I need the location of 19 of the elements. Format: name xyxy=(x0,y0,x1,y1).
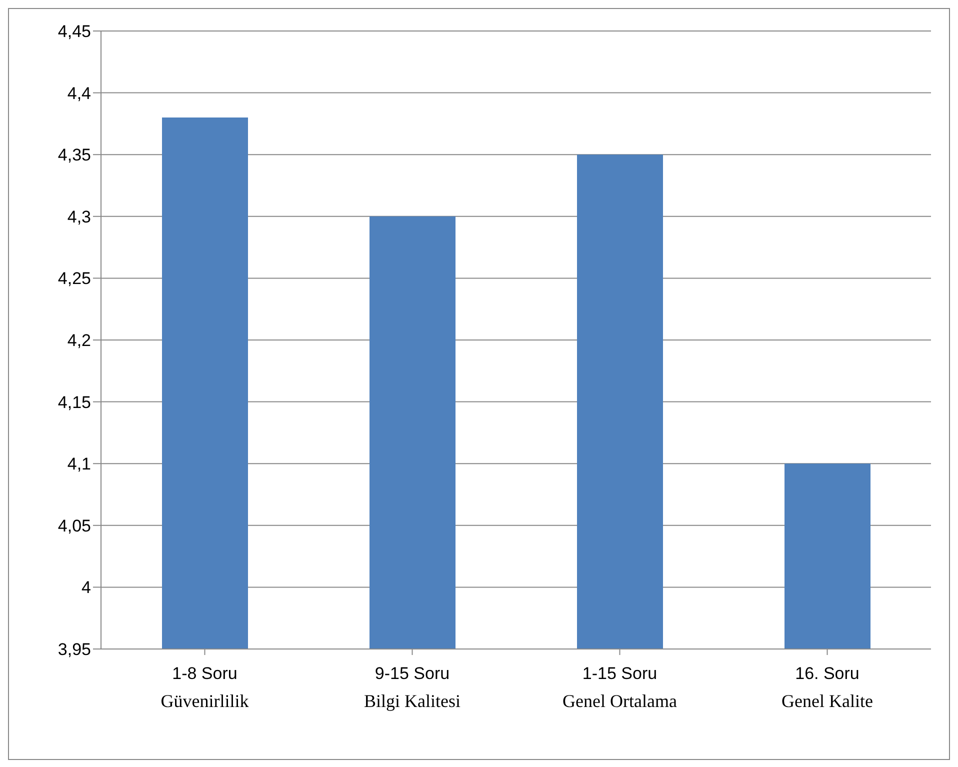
y-tick-label: 3,95 xyxy=(58,640,91,660)
y-tick-label: 4,4 xyxy=(67,84,91,103)
text: Güvenirlilik xyxy=(160,691,250,712)
x-tick-label: 9-15 Soru xyxy=(374,664,450,684)
y-tick-label: 4,1 xyxy=(67,454,91,474)
text: Genel Kalite xyxy=(780,691,874,712)
y-tick-label: 4,2 xyxy=(67,331,91,350)
y-tick-label: 4,25 xyxy=(58,269,91,288)
y-tick-label: 4,45 xyxy=(58,22,91,42)
text: Bilgi Kalitesi xyxy=(363,691,462,712)
x-tick-label: 1-8 Soru xyxy=(172,664,238,684)
y-tick-label: 4,35 xyxy=(58,146,91,165)
y-tick-label: 4,05 xyxy=(58,516,91,536)
y-tick-label: 4 xyxy=(82,578,91,598)
text: Genel Ortalama xyxy=(562,691,678,712)
x-tick-label: 16. Soru xyxy=(795,664,860,684)
y-tick-label: 4,15 xyxy=(58,392,91,412)
x-tick-label: 1-15 Soru xyxy=(582,664,658,684)
y-tick-label: 4,3 xyxy=(67,207,91,226)
